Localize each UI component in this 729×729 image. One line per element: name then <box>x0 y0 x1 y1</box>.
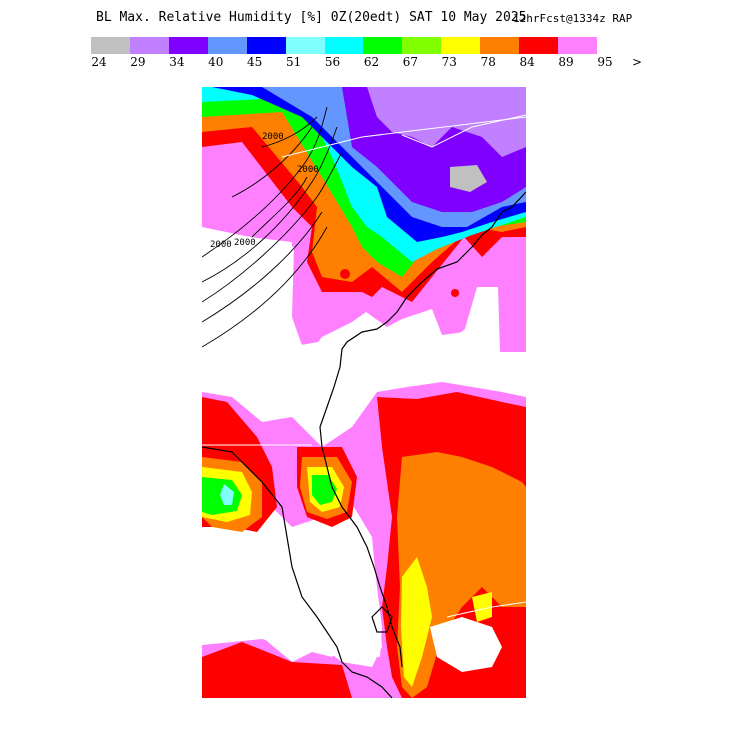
region-lightpurple-north <box>367 87 526 157</box>
legend-swatch <box>91 37 130 54</box>
legend-tick-label: 73 <box>441 55 457 69</box>
contour-label-4: 2000 <box>297 165 319 175</box>
legend-tick-label: > <box>631 55 643 69</box>
legend-tick-label: 84 <box>519 55 535 69</box>
legend-tick-label: 29 <box>130 55 146 69</box>
legend-tick-label: 24 <box>91 55 107 69</box>
legend-swatch <box>363 37 403 54</box>
legend-swatch <box>519 37 559 54</box>
region-white-north-land <box>202 227 377 362</box>
legend-swatch <box>558 37 597 54</box>
legend-swatch <box>324 37 364 54</box>
legend-tick-label: 51 <box>285 55 302 69</box>
legend-tick-labels: 24 29 34 40 45 51 56 62 67 73 78 84 89 95 > <box>0 55 729 71</box>
legend-swatch <box>402 37 442 54</box>
region-grey-north <box>450 165 487 192</box>
legend-swatch <box>480 37 520 54</box>
legend-tick-label: 89 <box>558 55 574 69</box>
contour-label-2: 2000 <box>210 240 232 250</box>
legend-swatch <box>168 37 208 54</box>
legend-swatch <box>246 37 286 54</box>
region-orange-east <box>397 452 526 698</box>
title-forecast-info: 12hrFcst@1334z RAP <box>513 12 633 25</box>
humidity-map: 2000 2000 2000 2000 <box>202 87 526 698</box>
color-legend <box>91 37 597 54</box>
legend-tick-label: 78 <box>480 55 496 69</box>
legend-swatch <box>129 37 169 54</box>
legend-swatch <box>207 37 247 54</box>
region-yellow-east-2 <box>472 592 492 622</box>
patch-red-small <box>451 289 459 297</box>
legend-tick-label: 62 <box>363 55 380 69</box>
legend-tick-label: 56 <box>324 55 341 69</box>
contour-label-3: 2000 <box>262 132 284 142</box>
legend-tick-label: 67 <box>402 55 419 69</box>
patch-red-small-2 <box>340 269 350 279</box>
region-white-middle <box>202 352 526 392</box>
state-boundaries <box>202 114 526 618</box>
region-white-east-inner <box>430 617 502 672</box>
legend-swatch <box>285 37 325 54</box>
region-lightcyan-west <box>220 484 234 505</box>
title-main: BL Max. Relative Humidity [%] 0Z(20edt) … <box>96 10 527 25</box>
region-white-south <box>202 527 382 657</box>
legend-tick-label: 45 <box>247 55 263 69</box>
region-yellow-east <box>401 557 432 687</box>
region-white-south-2 <box>202 627 342 657</box>
legend-swatch <box>441 37 481 54</box>
pressure-contours <box>202 106 343 348</box>
chart-title: BL Max. Relative Humidity [%] 0Z(20edt) … <box>0 8 729 28</box>
coastline <box>202 191 526 698</box>
contour-label-1: 2000 <box>234 238 256 248</box>
legend-tick-label: 40 <box>208 55 224 69</box>
legend-tick-label: 95 <box>597 55 613 69</box>
region-red-southwest <box>202 642 352 698</box>
legend-tick-label: 34 <box>169 55 185 69</box>
